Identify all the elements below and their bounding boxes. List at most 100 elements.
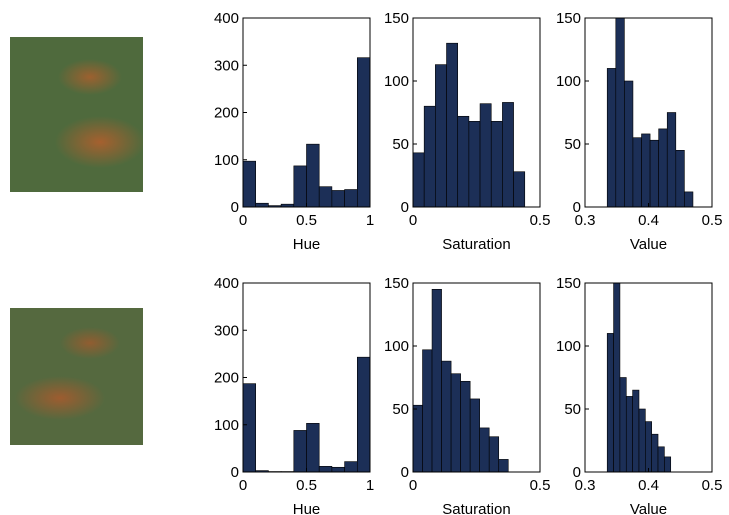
bar [468,121,481,208]
y-tick-label: 50 [392,136,409,153]
x-tick-label: 0 [409,477,417,494]
x-axis-label: Hue [293,501,321,515]
y-tick-label: 400 [214,10,239,27]
bar [457,115,470,208]
bar [344,461,358,473]
y-tick-label: 150 [556,275,581,292]
bar [412,152,425,208]
bar [331,466,345,473]
y-tick-label: 0 [231,464,239,481]
x-tick-label: 0 [239,212,247,229]
x-tick-label: 0.5 [530,212,551,229]
bar [664,456,672,473]
y-tick-label: 200 [214,370,239,387]
bar [460,380,471,473]
bar [498,459,509,473]
bar [624,80,634,208]
bar [431,288,442,473]
bar [651,433,659,473]
axes-box [412,17,541,208]
y-tick-label: 300 [214,322,239,339]
bar [615,17,625,208]
bar [666,112,677,208]
x-tick-label: 0.3 [575,212,596,229]
bar [658,128,668,208]
bar [645,421,652,473]
x-tick-label: 0 [409,212,417,229]
bar [331,190,345,208]
bar [632,137,642,208]
bar [422,349,433,473]
y-tick-label: 100 [214,152,239,169]
bar [625,396,633,473]
bar [632,389,640,473]
bar [684,191,694,208]
bar [344,189,358,208]
x-tick-label: 1 [366,212,374,229]
bar [657,446,665,473]
y-tick-label: 300 [214,57,239,74]
x-tick-label: 0.4 [638,477,659,494]
x-axis-label: Value [630,501,667,515]
x-tick-label: 0.4 [638,212,659,229]
bar [513,171,526,208]
bar [641,133,651,208]
x-tick-label: 0.5 [296,212,317,229]
bar [606,333,614,473]
bar [488,436,500,473]
bar [649,139,659,208]
x-axis-label: Saturation [442,501,510,515]
bar [469,398,480,473]
y-tick-label: 50 [392,401,409,418]
bar [490,121,503,208]
x-tick-label: 0.5 [296,477,317,494]
bar [306,423,320,473]
y-tick-label: 100 [556,338,581,355]
y-tick-label: 50 [564,401,581,418]
y-tick-label: 0 [401,199,409,216]
axes-box [412,282,541,473]
bar [435,64,447,208]
bar [318,466,333,473]
x-tick-label: 0.3 [575,477,596,494]
x-axis-label: Saturation [442,236,510,253]
sample-image [10,308,143,445]
x-tick-label: 0.5 [702,477,723,494]
x-tick-label: 0.5 [702,212,723,229]
y-tick-label: 150 [556,10,581,27]
bar [412,404,423,473]
x-tick-label: 0 [239,477,247,494]
y-tick-label: 400 [214,275,239,292]
y-tick-label: 100 [384,73,409,90]
bar [450,373,461,473]
y-tick-label: 100 [384,338,409,355]
y-tick-label: 0 [573,199,581,216]
bar [356,356,371,473]
bar [306,143,320,208]
bar [255,202,269,208]
bar [423,105,436,208]
bar [242,383,256,473]
bar [318,186,333,208]
y-tick-label: 100 [556,73,581,90]
bar [293,430,307,473]
bar [446,42,459,208]
x-tick-label: 1 [366,477,374,494]
bar [606,68,617,208]
y-tick-label: 200 [214,105,239,122]
y-tick-label: 0 [401,464,409,481]
bar [479,103,492,208]
bar [638,408,646,473]
bar [613,282,621,473]
y-tick-label: 0 [573,464,581,481]
bar [441,360,452,473]
x-axis-label: Hue [293,236,321,253]
bar [479,427,490,473]
y-tick-label: 150 [384,10,409,27]
x-tick-label: 0.5 [530,477,551,494]
y-tick-label: 0 [231,199,239,216]
y-tick-label: 100 [214,417,239,434]
bar [356,57,371,208]
